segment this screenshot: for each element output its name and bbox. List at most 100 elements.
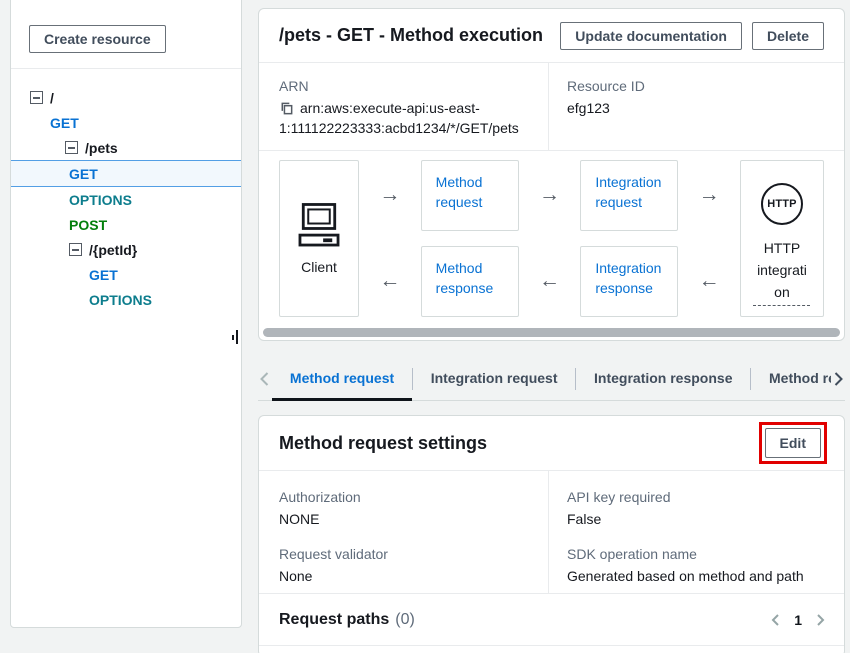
pagination: 1: [770, 612, 826, 628]
field-value: NONE: [279, 511, 320, 527]
request-paths-header: Request paths (0) 1: [259, 594, 844, 646]
tabs-scroll-left-icon[interactable]: [258, 357, 272, 400]
arrows-method-integration: → ←: [539, 160, 560, 317]
method-request-box: Method request: [420, 160, 519, 231]
tab-method-response[interactable]: Method response: [751, 357, 831, 401]
field-label: Request validator: [279, 546, 388, 562]
method-execution-diagram: Client → ← Method request Method respons…: [259, 151, 844, 340]
arrow-right-icon: →: [698, 183, 720, 206]
settings-fields-right: API key required False SDK operation nam…: [549, 471, 844, 593]
method-request-settings-panel: Method request settings Edit Authorizati…: [258, 415, 845, 653]
panel-resize-handle-icon[interactable]: [232, 330, 238, 344]
http-circle-label: HTTP: [767, 198, 797, 210]
arrows-integration-backend: → ←: [699, 160, 720, 317]
tab-divider: [575, 367, 577, 390]
resource-label: /{petId}: [89, 241, 138, 258]
integration-request-link[interactable]: Integration request: [595, 174, 662, 210]
copy-icon[interactable]: [279, 101, 294, 116]
resource-id-column: Resource ID efg123: [549, 63, 844, 150]
tree-item-pets-options[interactable]: OPTIONS: [11, 187, 241, 212]
annotation-highlight: Edit: [758, 422, 827, 464]
integration-response-box: Integration response: [580, 246, 679, 317]
collapse-icon[interactable]: [65, 141, 78, 154]
arn-column: ARN arn:aws:execute-api:us-east- 1:111122…: [259, 63, 549, 150]
page-title: /pets - GET - Method execution: [279, 25, 544, 45]
tab-integration-request[interactable]: Integration request: [413, 357, 576, 401]
http-integration-label: HTTP integration: [753, 237, 811, 306]
execution-tabs: Method request Integration request Integ…: [258, 357, 845, 401]
field-authorization: Authorization NONE: [279, 487, 534, 529]
integration-response-link[interactable]: Integration response: [595, 260, 662, 296]
tree-item-pets-get-selected[interactable]: GET: [11, 160, 241, 187]
settings-fields-left: Authorization NONE Request validator Non…: [259, 471, 549, 593]
tree-item-root[interactable]: /: [11, 85, 241, 110]
pagination-prev-icon[interactable]: [770, 613, 780, 627]
collapse-icon[interactable]: [30, 91, 43, 104]
field-value: False: [567, 511, 602, 527]
resource-id-label: Resource ID: [567, 78, 645, 94]
integration-stack: Integration request Integration response: [580, 160, 679, 317]
field-label: SDK operation name: [567, 546, 697, 562]
tree-item-petid-get[interactable]: GET: [11, 262, 241, 287]
update-documentation-button[interactable]: Update documentation: [560, 21, 742, 50]
tab-divider: [750, 367, 752, 390]
horizontal-scrollbar-thumb[interactable]: [263, 328, 840, 337]
tab-label: Method request: [289, 369, 395, 386]
client-box: Client: [279, 160, 359, 317]
tree-item-petid[interactable]: /{petId}: [11, 237, 241, 262]
horizontal-scrollbar-track: [263, 328, 840, 337]
sidebar-divider: [11, 68, 241, 69]
delete-button[interactable]: Delete: [751, 21, 824, 50]
tab-integration-response[interactable]: Integration response: [576, 357, 750, 401]
tab-label: Integration request: [430, 369, 558, 386]
resource-label: /pets: [85, 139, 118, 156]
tree-item-pets-post[interactable]: POST: [11, 212, 241, 237]
collapse-icon[interactable]: [69, 243, 82, 256]
field-value: Generated based on method and path: [567, 568, 804, 584]
method-label: GET: [89, 266, 118, 283]
field-label: API key required: [567, 489, 671, 505]
method-label: GET: [69, 165, 98, 182]
settings-header: Method request settings Edit: [259, 416, 844, 471]
method-request-link[interactable]: Method request: [435, 174, 483, 210]
edit-button[interactable]: Edit: [764, 428, 821, 458]
tree-item-petid-options[interactable]: OPTIONS: [11, 287, 241, 312]
field-sdk-operation-name: SDK operation name Generated based on me…: [567, 544, 844, 586]
create-resource-button[interactable]: Create resource: [29, 25, 166, 53]
resource-tree: / GET /pets GET OPTIONS POST /{petId}: [11, 85, 241, 312]
tab-method-request[interactable]: Method request: [271, 357, 413, 401]
field-request-validator: Request validator None: [279, 544, 534, 586]
field-value: None: [279, 568, 313, 584]
field-api-key-required: API key required False: [567, 487, 844, 529]
pagination-current-page[interactable]: 1: [794, 611, 802, 628]
method-label: POST: [69, 216, 108, 233]
arn-label: ARN: [279, 78, 309, 94]
arrows-client-method: → ←: [379, 160, 400, 317]
request-paths-count: (0): [395, 610, 415, 628]
tab-label: Method response: [769, 369, 831, 386]
panel-header: /pets - GET - Method execution Update do…: [259, 9, 844, 63]
arrow-left-icon: ←: [538, 269, 560, 292]
method-response-link[interactable]: Method response: [435, 260, 494, 296]
tabs-scroll-right-icon[interactable]: [831, 357, 845, 400]
request-paths-title: Request paths: [279, 610, 390, 628]
tree-item-pets[interactable]: /pets: [11, 135, 241, 160]
http-integration-box: HTTP HTTP integration: [739, 160, 824, 317]
arn-text-line2: 1:111122223333:acbd1234/*/GET/pets: [279, 120, 519, 136]
client-label: Client: [301, 259, 337, 275]
tab-label: Integration response: [594, 369, 733, 386]
resource-label: /: [50, 89, 54, 106]
method-response-box: Method response: [420, 246, 519, 317]
arn-text-line1: arn:aws:execute-api:us-east-: [300, 100, 480, 116]
settings-title: Method request settings: [279, 432, 488, 453]
field-label: Authorization: [279, 489, 361, 505]
resources-sidebar: Create resource / GET /pets GET OPTIONS …: [10, 0, 242, 628]
integration-request-box: Integration request: [580, 160, 679, 231]
tree-item-root-get[interactable]: GET: [11, 110, 241, 135]
method-label: OPTIONS: [89, 291, 153, 308]
method-label: GET: [50, 114, 79, 131]
method-overview: ARN arn:aws:execute-api:us-east- 1:111122…: [259, 63, 844, 151]
arrow-left-icon: ←: [698, 269, 720, 292]
pagination-next-icon[interactable]: [816, 613, 826, 627]
